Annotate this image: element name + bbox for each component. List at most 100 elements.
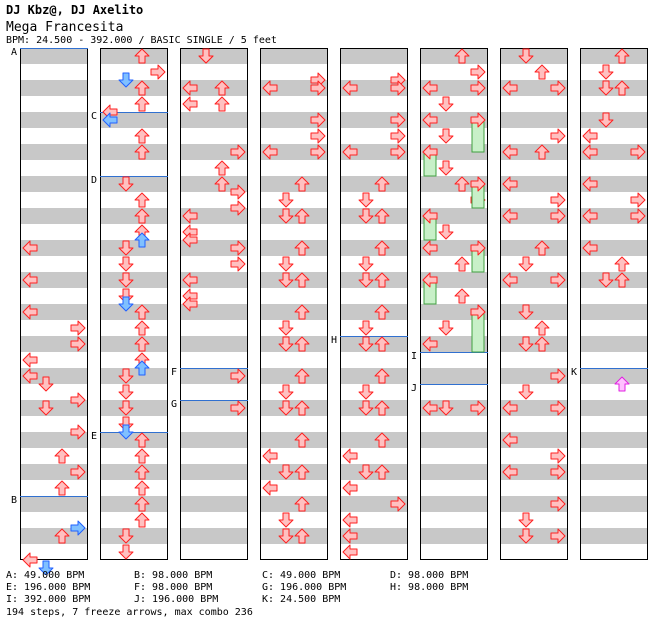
step-arrow — [118, 424, 134, 440]
beat-stripe — [260, 48, 328, 64]
beat-stripe — [500, 400, 568, 416]
beat-stripe — [180, 48, 248, 64]
step-arrow — [630, 192, 646, 208]
step-arrow — [278, 464, 294, 480]
beat-stripe — [500, 496, 568, 512]
step-arrow — [118, 272, 134, 288]
beat-stripe — [340, 80, 408, 96]
beat-stripe — [340, 208, 408, 224]
step-arrow — [550, 128, 566, 144]
step-arrow — [534, 240, 550, 256]
beat-stripe — [100, 464, 168, 480]
beat-stripe — [580, 368, 648, 384]
beat-stripe — [420, 368, 488, 384]
step-arrow — [550, 496, 566, 512]
beat-stripe — [20, 48, 88, 64]
beat-stripe — [260, 208, 328, 224]
beat-stripe — [580, 304, 648, 320]
step-arrow — [198, 48, 214, 64]
step-arrow — [278, 528, 294, 544]
step-arrow — [550, 272, 566, 288]
step-arrow — [422, 240, 438, 256]
step-arrow — [134, 232, 150, 248]
step-arrow — [582, 176, 598, 192]
step-arrow — [550, 400, 566, 416]
step-arrow — [294, 208, 310, 224]
step-arrow — [550, 528, 566, 544]
step-arrow — [422, 336, 438, 352]
step-arrow — [518, 512, 534, 528]
beat-stripe — [100, 272, 168, 288]
beat-stripe — [420, 80, 488, 96]
beat-stripe — [500, 464, 568, 480]
step-arrow — [358, 320, 374, 336]
beat-stripe — [580, 48, 648, 64]
beat-stripe — [500, 112, 568, 128]
beat-stripe — [500, 144, 568, 160]
step-arrow — [118, 240, 134, 256]
step-arrow — [230, 240, 246, 256]
step-arrow — [182, 232, 198, 248]
beat-stripe — [260, 528, 328, 544]
beat-stripe — [420, 528, 488, 544]
beat-stripe — [20, 496, 88, 512]
beat-stripe — [580, 240, 648, 256]
step-arrow — [310, 112, 326, 128]
step-arrow — [518, 384, 534, 400]
bpm-legend-item: F: 98.000 BPM — [134, 582, 213, 593]
bpm-legend-item: E: 196.000 BPM — [6, 582, 91, 593]
step-arrow — [390, 128, 406, 144]
bpm-marker-label: J — [411, 383, 417, 394]
step-arrow — [134, 432, 150, 448]
column-border — [340, 48, 408, 560]
beat-stripe — [580, 272, 648, 288]
beat-stripe — [100, 80, 168, 96]
step-arrow — [182, 296, 198, 312]
step-arrow — [614, 272, 630, 288]
step-arrow — [294, 304, 310, 320]
step-arrow — [118, 368, 134, 384]
step-arrow — [358, 208, 374, 224]
beat-stripe — [100, 208, 168, 224]
step-arrow — [150, 64, 166, 80]
chart-column — [340, 48, 408, 560]
step-arrow — [342, 544, 358, 560]
step-arrow — [374, 464, 390, 480]
freeze-arrow-head — [422, 144, 438, 160]
step-arrow — [438, 400, 454, 416]
step-arrow — [182, 272, 198, 288]
step-arrow — [502, 464, 518, 480]
beat-stripe — [580, 432, 648, 448]
step-arrow — [118, 400, 134, 416]
step-arrow — [438, 160, 454, 176]
step-arrow — [374, 432, 390, 448]
beat-stripe — [260, 240, 328, 256]
beat-stripe — [500, 272, 568, 288]
beat-stripe — [340, 368, 408, 384]
step-arrow — [182, 80, 198, 96]
beat-stripe — [20, 240, 88, 256]
step-arrow — [118, 296, 134, 312]
step-arrow — [278, 400, 294, 416]
step-arrow — [518, 48, 534, 64]
beat-stripe — [260, 144, 328, 160]
column-border — [100, 48, 168, 560]
step-arrow — [38, 376, 54, 392]
beat-stripe — [260, 336, 328, 352]
step-arrow — [390, 80, 406, 96]
beat-stripe — [20, 336, 88, 352]
beat-stripe — [20, 528, 88, 544]
beat-stripe — [100, 48, 168, 64]
step-arrow — [438, 96, 454, 112]
column-border — [500, 48, 568, 560]
step-arrow — [294, 272, 310, 288]
beat-stripe — [180, 432, 248, 448]
beat-stripe — [420, 272, 488, 288]
step-arrow — [518, 336, 534, 352]
step-arrow — [502, 208, 518, 224]
step-arrow — [278, 256, 294, 272]
step-arrow — [134, 320, 150, 336]
step-arrow — [502, 80, 518, 96]
beat-stripe — [20, 80, 88, 96]
step-arrow — [454, 48, 470, 64]
